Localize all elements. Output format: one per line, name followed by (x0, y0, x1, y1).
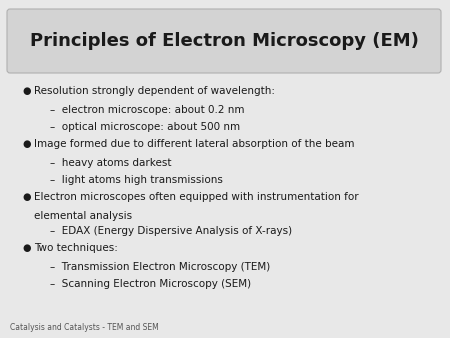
Text: ●: ● (22, 243, 31, 253)
Text: Two techniques:: Two techniques: (34, 243, 118, 253)
Text: Principles of Electron Microscopy (EM): Principles of Electron Microscopy (EM) (30, 32, 419, 50)
Text: –  Scanning Electron Microscopy (SEM): – Scanning Electron Microscopy (SEM) (50, 279, 251, 289)
Text: ●: ● (22, 192, 31, 202)
Text: –  heavy atoms darkest: – heavy atoms darkest (50, 158, 171, 168)
FancyBboxPatch shape (7, 9, 441, 73)
Text: –  optical microscope: about 500 nm: – optical microscope: about 500 nm (50, 122, 240, 132)
Text: elemental analysis: elemental analysis (34, 211, 132, 221)
Text: ●: ● (22, 139, 31, 149)
Text: Catalysis and Catalysts - TEM and SEM: Catalysis and Catalysts - TEM and SEM (10, 323, 159, 332)
Text: –  EDAX (Energy Dispersive Analysis of X-rays): – EDAX (Energy Dispersive Analysis of X-… (50, 226, 292, 236)
Text: Resolution strongly dependent of wavelength:: Resolution strongly dependent of wavelen… (34, 86, 275, 96)
Text: Electron microscopes often equipped with instrumentation for: Electron microscopes often equipped with… (34, 192, 359, 202)
Text: Image formed due to different lateral absorption of the beam: Image formed due to different lateral ab… (34, 139, 355, 149)
Text: –  Transmission Electron Microscopy (TEM): – Transmission Electron Microscopy (TEM) (50, 262, 270, 272)
Text: ●: ● (22, 86, 31, 96)
Text: –  light atoms high transmissions: – light atoms high transmissions (50, 175, 223, 185)
Text: –  electron microscope: about 0.2 nm: – electron microscope: about 0.2 nm (50, 105, 244, 115)
